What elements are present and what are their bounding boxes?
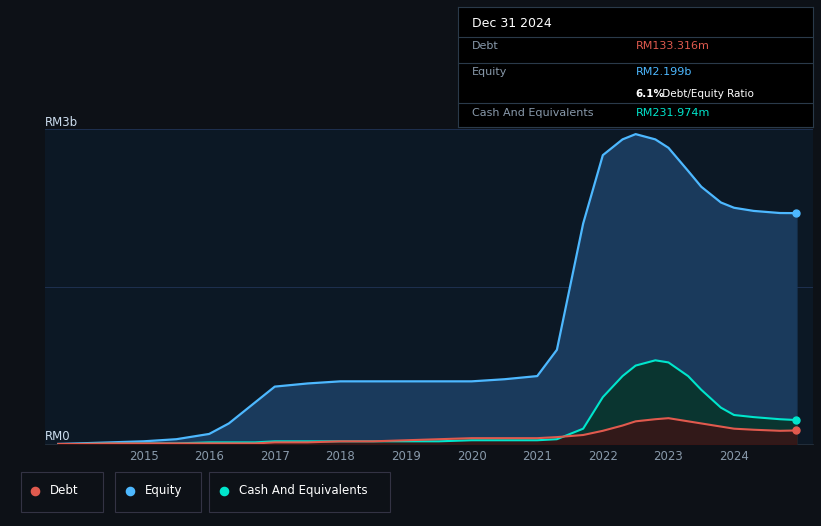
Text: RM231.974m: RM231.974m: [635, 108, 710, 118]
Text: Cash And Equivalents: Cash And Equivalents: [472, 108, 594, 118]
Text: 6.1%: 6.1%: [635, 89, 664, 99]
Text: Equity: Equity: [144, 484, 182, 497]
Point: [790, 209, 803, 217]
Text: Debt: Debt: [50, 484, 79, 497]
Text: RM133.316m: RM133.316m: [635, 41, 709, 51]
Text: RM3b: RM3b: [45, 116, 78, 129]
Text: Cash And Equivalents: Cash And Equivalents: [239, 484, 368, 497]
FancyBboxPatch shape: [21, 471, 103, 512]
Point: [218, 487, 231, 495]
Text: Equity: Equity: [472, 67, 507, 77]
Point: [790, 416, 803, 424]
Point: [123, 487, 136, 495]
Text: Dec 31 2024: Dec 31 2024: [472, 17, 552, 30]
FancyBboxPatch shape: [209, 471, 390, 512]
Text: Debt/Equity Ratio: Debt/Equity Ratio: [658, 89, 754, 99]
FancyBboxPatch shape: [115, 471, 201, 512]
Text: RM2.199b: RM2.199b: [635, 67, 692, 77]
Text: RM0: RM0: [45, 430, 71, 443]
Text: Debt: Debt: [472, 41, 499, 51]
Point: [790, 426, 803, 434]
Point: [29, 487, 42, 495]
